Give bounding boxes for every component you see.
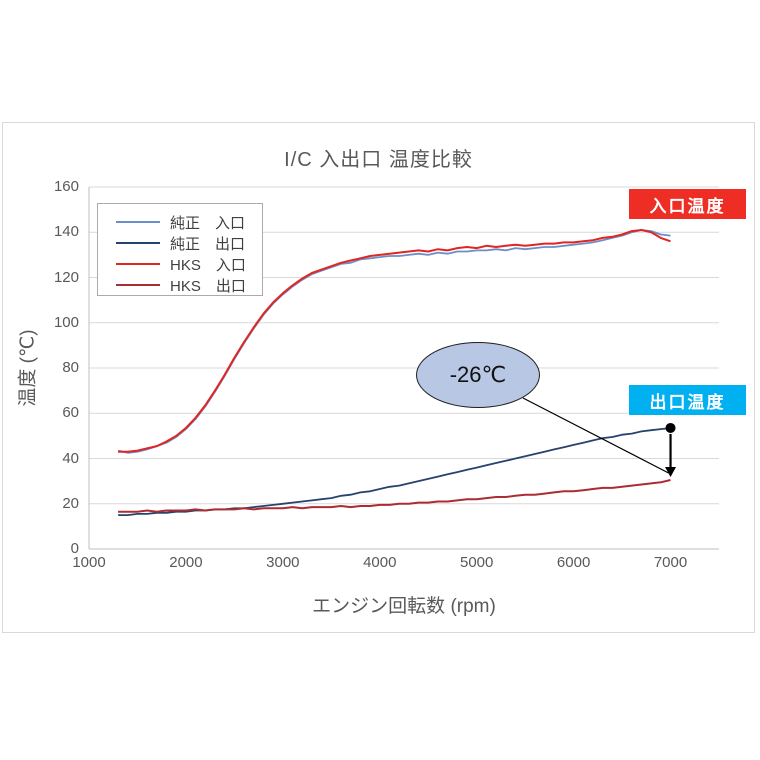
- delta-callout: -26℃: [416, 342, 540, 408]
- chart-frame: I/C 入出口 温度比較 温度 (℃) エンジン回転数 (rpm) 0 20 40 6…: [2, 122, 755, 633]
- y-tick-label: 160: [53, 178, 79, 195]
- legend-swatch-hks-inlet: [116, 263, 160, 265]
- series-line-hks-outlet: [118, 479, 671, 513]
- delta-callout-text: -26℃: [449, 362, 507, 387]
- leader-line: [522, 397, 669, 474]
- series-line-hks-inlet: [118, 229, 671, 453]
- legend: 純正 入口純正 出口 HKS 入口 HKS 出口: [97, 203, 263, 296]
- x-tick-label: 5000: [460, 554, 494, 571]
- legend-swatch-hks-outlet: [116, 284, 160, 286]
- legend-label-stock-inlet: 純正 入口: [170, 214, 246, 232]
- x-tick-label: 3000: [266, 554, 300, 571]
- legend-swatch-stock-outlet: [116, 242, 160, 244]
- x-tick-label: 6000: [556, 554, 591, 571]
- legend-item-hks-inlet: HKS 入口: [116, 254, 262, 274]
- y-tick-label: 140: [53, 223, 79, 241]
- legend-label-hks-inlet: HKS 入口: [170, 256, 246, 274]
- x-tick-label: 4000: [363, 554, 397, 571]
- x-axis-title: エンジン回転数 (rpm): [312, 596, 496, 617]
- legend-swatch-stock-inlet: [116, 221, 160, 223]
- end-point-marker: [665, 422, 676, 433]
- y-tick-label: 100: [53, 313, 79, 331]
- x-tick-label: 7000: [653, 554, 688, 571]
- y-tick-label: 0: [70, 540, 79, 557]
- x-tick-label: 2000: [169, 554, 203, 571]
- legend-label-stock-outlet: 純正 出口: [170, 235, 246, 253]
- y-tick-label: 40: [62, 449, 79, 467]
- plot-area: [88, 186, 719, 550]
- chart-title: I/C 入出口 温度比較: [284, 149, 473, 171]
- y-tick-label: 60: [62, 404, 79, 422]
- legend-item-hks-outlet: HKS 出口: [116, 275, 262, 295]
- legend-item-stock-outlet: 純正 出口: [116, 233, 262, 253]
- outlet-temp-label: 出口温度: [629, 385, 746, 415]
- y-tick-label: 120: [53, 268, 79, 286]
- delta-arrow-head: [665, 466, 677, 477]
- legend-label-hks-outlet: HKS 出口: [170, 277, 246, 295]
- legend-item-stock-inlet: 純正 入口: [116, 212, 262, 232]
- y-tick-label: 80: [62, 359, 79, 376]
- inlet-temp-label: 入口温度: [629, 189, 746, 219]
- y-tick-label: 20: [62, 494, 79, 512]
- series-line-stock-outlet: [118, 427, 671, 517]
- x-tick-label: 1000: [72, 554, 106, 571]
